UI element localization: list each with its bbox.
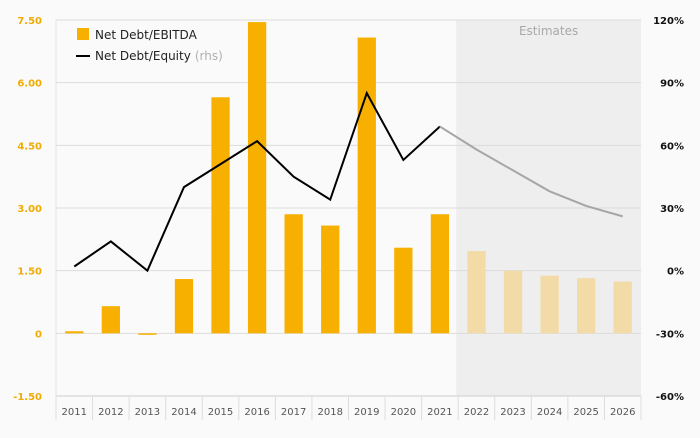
y-right-tick-label: -60% <box>656 392 684 403</box>
y-right-tick-label: 90% <box>660 79 684 90</box>
bar-2011 <box>65 331 83 333</box>
y-right-tick-label: -30% <box>656 329 684 340</box>
y-left-tick-label: 4.50 <box>17 141 42 152</box>
x-tick-label-2020: 2020 <box>391 407 416 418</box>
bar-2012 <box>102 306 120 333</box>
x-tick-label-2018: 2018 <box>317 407 342 418</box>
bar-2017 <box>285 214 303 333</box>
x-tick-label-2015: 2015 <box>208 407 233 418</box>
x-tick-label-2021: 2021 <box>427 407 452 418</box>
bar-2020 <box>394 248 412 334</box>
x-tick-label-2012: 2012 <box>98 407 123 418</box>
y-left-tick-label: 3.00 <box>17 204 42 215</box>
x-tick-label-2026: 2026 <box>610 407 635 418</box>
legend-label-rhs: (rhs) <box>195 49 223 63</box>
x-tick-label-2014: 2014 <box>171 407 196 418</box>
y-left-tick-label: 1.50 <box>17 267 42 278</box>
bar-2021 <box>431 214 449 333</box>
y-right-tick-label: 30% <box>660 204 684 215</box>
estimates-label: Estimates <box>519 24 578 38</box>
y-right-tick-label: 120% <box>653 16 684 27</box>
bar-2024 <box>540 276 558 334</box>
bar-2025 <box>577 278 595 333</box>
legend-swatch-net-debt-ebitda <box>77 28 89 40</box>
x-tick-label-2013: 2013 <box>135 407 160 418</box>
bar-2018 <box>321 226 339 334</box>
legend-label-net-debt-ebitda: Net Debt/EBITDA <box>95 28 198 42</box>
bar-2022 <box>467 251 485 333</box>
bar-2016 <box>248 22 266 333</box>
bar-2023 <box>504 271 522 334</box>
x-tick-label-2025: 2025 <box>573 407 598 418</box>
x-tick-label-2022: 2022 <box>464 407 489 418</box>
x-tick-label-2011: 2011 <box>62 407 87 418</box>
y-left-tick-label: 7.50 <box>17 16 42 27</box>
bar-2013 <box>138 333 156 335</box>
x-tick-label-2016: 2016 <box>244 407 269 418</box>
y-right-tick-label: 0% <box>667 267 684 278</box>
bar-2026 <box>614 282 632 334</box>
x-tick-label-2019: 2019 <box>354 407 379 418</box>
x-tick-label-2024: 2024 <box>537 407 562 418</box>
y-right-tick-label: 60% <box>660 141 684 152</box>
y-left-tick-label: 6.00 <box>17 79 42 90</box>
legend-label-net-debt-equity-name: Net Debt/Equity <box>95 49 191 63</box>
x-tick-label-2023: 2023 <box>500 407 525 418</box>
y-left-tick-label: 0 <box>35 329 42 340</box>
bar-2019 <box>358 38 376 334</box>
bar-2015 <box>211 97 229 333</box>
y-left-tick-label: -1.50 <box>13 392 42 403</box>
legend-label-net-debt-equity: Net Debt/Equity (rhs) <box>95 49 223 63</box>
x-tick-label-2017: 2017 <box>281 407 306 418</box>
bar-2014 <box>175 279 193 333</box>
